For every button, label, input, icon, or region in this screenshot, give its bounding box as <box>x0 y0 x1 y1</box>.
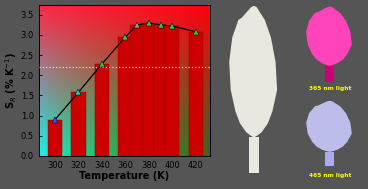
Polygon shape <box>325 66 334 82</box>
Polygon shape <box>306 101 352 152</box>
Polygon shape <box>229 6 277 138</box>
Text: 365 nm light: 365 nm light <box>308 86 351 91</box>
Bar <box>189 32 203 156</box>
X-axis label: Temperature (K): Temperature (K) <box>79 171 169 181</box>
Y-axis label: S$_R$ (% K$^{-1}$): S$_R$ (% K$^{-1}$) <box>3 52 19 109</box>
Bar <box>71 92 85 156</box>
Bar <box>142 23 156 156</box>
Text: 465 nm light: 465 nm light <box>308 173 351 178</box>
Polygon shape <box>325 152 334 166</box>
Polygon shape <box>249 138 259 173</box>
Bar <box>48 120 62 156</box>
Bar <box>118 37 132 156</box>
Bar <box>95 64 109 156</box>
Bar <box>130 25 144 156</box>
Polygon shape <box>306 7 352 66</box>
Bar <box>165 26 179 156</box>
Bar <box>153 25 167 156</box>
